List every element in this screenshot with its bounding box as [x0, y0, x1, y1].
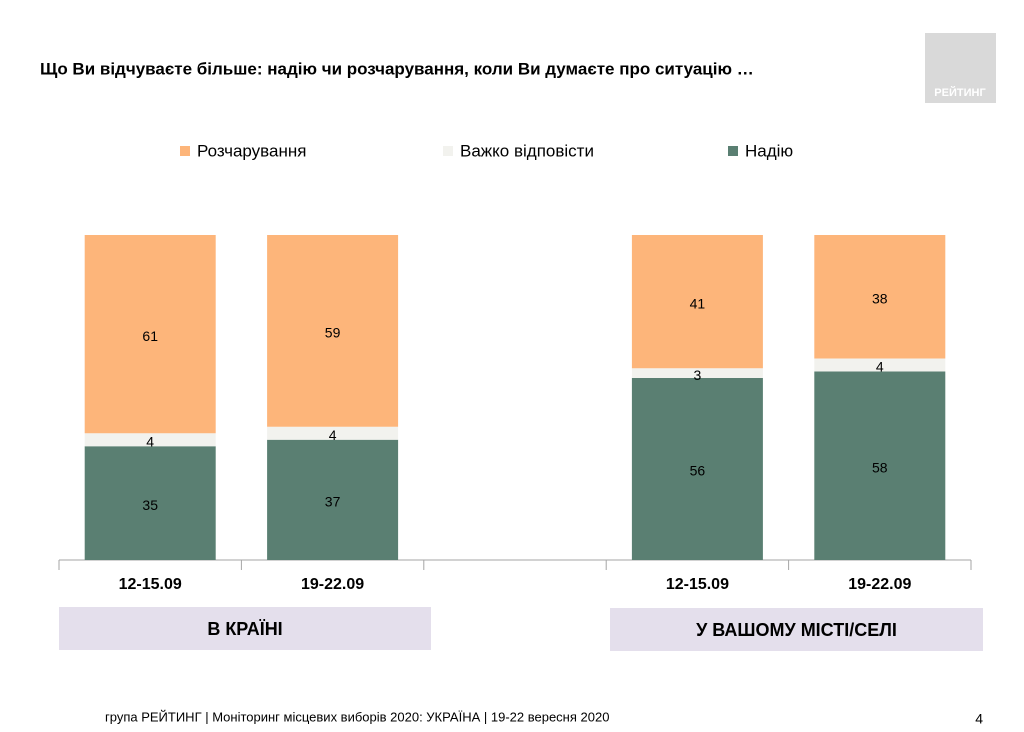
- footer: група РЕЙТИНГ | Моніторинг місцевих вибо…: [105, 709, 609, 724]
- bar-segment: [814, 358, 946, 372]
- data-label: 4: [146, 433, 154, 449]
- bar-segment: [84, 433, 216, 447]
- data-label: 59: [325, 325, 341, 341]
- legend-label: Надію: [745, 141, 793, 160]
- bar-segment: [631, 378, 763, 560]
- chart-title: Що Ви відчуваєте більше: надію чи розчар…: [40, 59, 754, 78]
- page-number: 4: [975, 711, 983, 727]
- legend-label: Важко відповісти: [460, 141, 594, 160]
- x-tick-label: 19-22.09: [301, 576, 364, 593]
- bar-segment: [631, 235, 763, 369]
- data-label: 56: [690, 463, 706, 479]
- bar-segment: [814, 371, 946, 560]
- bar-segment: [267, 426, 399, 440]
- bar-segment: [84, 235, 216, 434]
- data-label: 61: [142, 328, 158, 344]
- data-label: 37: [325, 494, 341, 510]
- x-tick-label: 12-15.09: [666, 576, 729, 593]
- x-tick-label: 12-15.09: [119, 576, 182, 593]
- legend-label: Розчарування: [197, 141, 306, 160]
- bar-segment: [814, 235, 946, 359]
- bar-segment: [84, 446, 216, 560]
- data-label: 35: [142, 497, 158, 513]
- group-box: [59, 607, 431, 650]
- bar-segment: [267, 439, 399, 560]
- data-label: 4: [329, 427, 337, 443]
- legend-swatch: [443, 146, 453, 156]
- data-label: 4: [876, 359, 884, 375]
- data-label: 58: [872, 459, 888, 475]
- logo-box: [925, 33, 996, 103]
- data-label: 3: [694, 367, 702, 383]
- legend-swatch: [180, 146, 190, 156]
- group-label: В КРАЇНІ: [207, 619, 282, 639]
- data-label: 38: [872, 290, 888, 306]
- x-tick-label: 19-22.09: [848, 576, 911, 593]
- group-label: У ВАШОМУ МІСТІ/СЕЛІ: [696, 620, 897, 640]
- data-label: 41: [690, 295, 706, 311]
- legend-swatch: [728, 146, 738, 156]
- group-box: [610, 608, 983, 651]
- bar-segment: [267, 235, 399, 427]
- logo: РЕЙТИНГ: [934, 86, 986, 99]
- bar-segment: [631, 368, 763, 378]
